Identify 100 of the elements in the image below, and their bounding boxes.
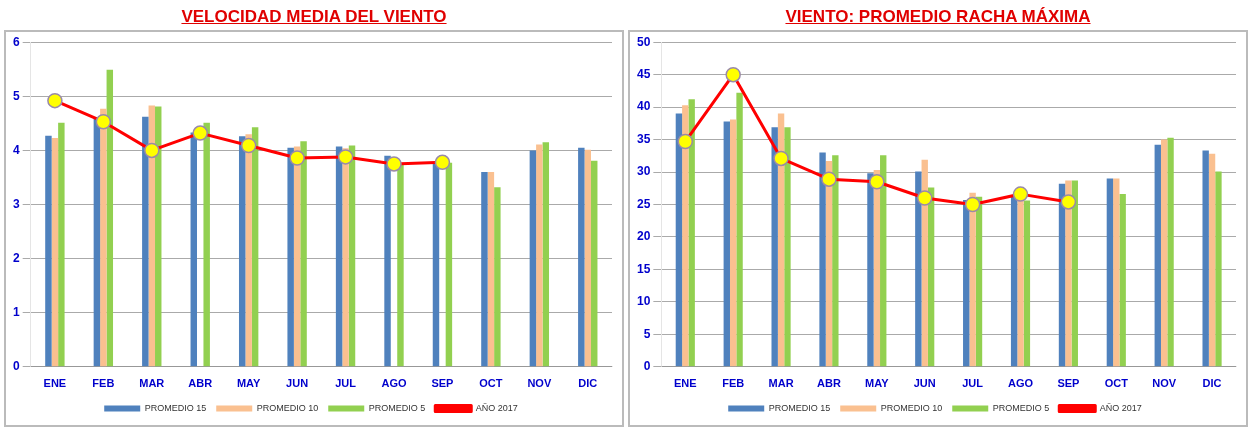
bar (915, 171, 922, 367)
y-tick-label: 45 (636, 66, 651, 81)
x-tick-label: MAR (768, 377, 794, 390)
legend-label: PROMEDIO 5 (368, 402, 426, 413)
legend-label: AÑO 2017 (475, 402, 518, 413)
bar (771, 127, 778, 367)
bar (584, 149, 592, 367)
bar (1113, 178, 1120, 367)
bar (529, 150, 537, 367)
legend-label: PROMEDIO 15 (768, 402, 831, 413)
bar (1023, 200, 1031, 367)
y-tick-label: 35 (636, 131, 651, 146)
bar (245, 134, 252, 367)
bar (591, 160, 598, 367)
bar (190, 132, 197, 367)
bar (1167, 137, 1174, 367)
bar (238, 136, 246, 367)
bar (432, 162, 440, 367)
y-tick-label: 20 (636, 229, 651, 244)
x-tick-label: SEP (1057, 377, 1080, 390)
y-tick-label: 0 (12, 359, 20, 374)
bar (1119, 194, 1126, 367)
bar (51, 137, 59, 367)
bar (487, 172, 495, 367)
x-tick-label: JUL (335, 377, 357, 390)
x-tick-label: DIC (1202, 377, 1222, 390)
bar (729, 119, 737, 367)
x-tick-label: ENE (673, 377, 697, 390)
x-tick-label: JUL (962, 377, 984, 390)
y-tick-label: 2 (12, 250, 20, 265)
x-tick-label: ENE (43, 377, 67, 390)
bar (784, 127, 791, 367)
y-tick-label: 15 (636, 261, 651, 276)
chart-title: VIENTO: PROMEDIO RACHA MÁXIMA (784, 6, 1092, 28)
bar (445, 162, 453, 367)
bar (251, 127, 259, 367)
y-tick-label: 1 (12, 305, 20, 320)
bar (1215, 171, 1222, 367)
bar (880, 155, 887, 367)
bar (542, 142, 550, 367)
bar (723, 121, 730, 367)
bar (384, 155, 391, 367)
x-tick-label: FEB (92, 377, 115, 390)
bar (155, 106, 162, 367)
bar (494, 187, 501, 367)
x-tick-label: MAR (139, 377, 165, 390)
bar (536, 144, 543, 367)
x-tick-label: FEB (722, 377, 745, 390)
bar (93, 117, 101, 367)
x-tick-label: DIC (578, 377, 598, 390)
x-tick-label: JUN (286, 377, 309, 390)
x-tick-label: OCT (479, 377, 503, 390)
bar (481, 172, 488, 367)
bar (963, 199, 970, 367)
y-tick-label: 5 (12, 88, 20, 103)
legend-label: PROMEDIO 10 (256, 402, 319, 413)
bar (1160, 139, 1168, 367)
bar (867, 173, 874, 367)
bar (688, 99, 695, 367)
bar (1017, 198, 1024, 367)
y-tick-label: 3 (12, 196, 20, 211)
x-tick-label: ABR (188, 377, 213, 390)
bar (1154, 144, 1161, 367)
y-tick-label: 40 (636, 99, 651, 114)
x-tick-label: ABR (817, 377, 841, 390)
bar (300, 141, 307, 367)
y-tick-label: 10 (636, 294, 651, 309)
bar (1058, 183, 1066, 367)
bar (1065, 180, 1072, 367)
bar (1202, 150, 1209, 367)
bar (675, 113, 683, 367)
y-tick-label: 0 (643, 359, 651, 374)
legend-label: PROMEDIO 15 (144, 402, 207, 413)
x-tick-label: SEP (431, 377, 454, 390)
y-tick-label: 30 (636, 164, 651, 179)
y-tick-label: 4 (12, 142, 20, 157)
y-tick-label: 25 (636, 196, 651, 211)
legend-label: AÑO 2017 (1099, 402, 1142, 413)
x-tick-label: MAY (865, 377, 890, 390)
x-tick-label: AGO (381, 377, 407, 390)
bar (1010, 196, 1018, 367)
x-tick-label: JUN (913, 377, 936, 390)
bar (819, 152, 826, 367)
bar (578, 147, 585, 367)
y-tick-label: 50 (636, 34, 651, 49)
bar (397, 163, 404, 367)
bar (1071, 180, 1078, 367)
bar (106, 69, 114, 367)
bar (342, 148, 349, 367)
legend-label: PROMEDIO 5 (992, 402, 1050, 413)
x-tick-label: OCT (1104, 377, 1129, 390)
bar (58, 122, 65, 367)
bar (969, 192, 976, 367)
chart-title: VELOCIDAD MEDIA DEL VIENTO (180, 6, 448, 28)
y-tick-label: 5 (643, 326, 651, 341)
bar (1106, 178, 1114, 367)
bar (45, 135, 52, 367)
bar (100, 108, 107, 367)
x-tick-label: MAY (236, 377, 262, 390)
bar (203, 122, 210, 367)
